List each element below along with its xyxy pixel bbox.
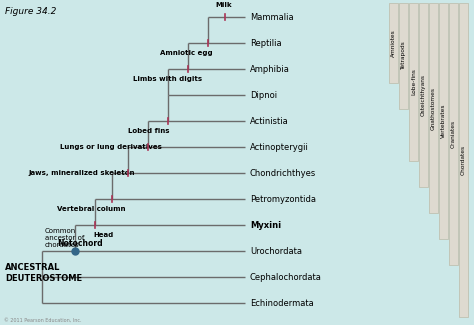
Text: Myxini: Myxini xyxy=(250,220,281,229)
Text: Actinistia: Actinistia xyxy=(250,116,289,125)
Text: Head: Head xyxy=(93,232,113,238)
Text: Vertebrates: Vertebrates xyxy=(441,104,446,138)
Text: Vertebral column: Vertebral column xyxy=(57,206,126,212)
Text: © 2011 Pearson Education, Inc.: © 2011 Pearson Education, Inc. xyxy=(4,318,82,323)
Bar xyxy=(409,3,418,161)
Text: Echinodermata: Echinodermata xyxy=(250,298,314,307)
Text: ANCESTRAL
DEUTEROSTOME: ANCESTRAL DEUTEROSTOME xyxy=(5,263,82,283)
Text: Lobed fins: Lobed fins xyxy=(128,128,170,134)
Text: Mammalia: Mammalia xyxy=(250,12,293,21)
Text: Amniotes: Amniotes xyxy=(391,29,396,57)
Text: Milk: Milk xyxy=(215,2,232,8)
Text: Amniotic egg: Amniotic egg xyxy=(160,50,213,56)
Text: Jaws, mineralized skeleton: Jaws, mineralized skeleton xyxy=(28,170,135,176)
Text: Actinopterygii: Actinopterygii xyxy=(250,142,309,151)
Bar xyxy=(419,3,428,187)
Text: Notochord: Notochord xyxy=(57,239,103,248)
Text: Cephalochordata: Cephalochordata xyxy=(250,272,322,281)
Text: Lobe-fins: Lobe-fins xyxy=(411,69,416,96)
Text: Figure 34.2: Figure 34.2 xyxy=(5,7,56,16)
Bar xyxy=(449,3,458,265)
Text: Common
ancestor of
chordates: Common ancestor of chordates xyxy=(45,228,84,248)
Text: Craniates: Craniates xyxy=(451,120,456,148)
Text: Gnathostomes: Gnathostomes xyxy=(431,86,436,129)
Text: Urochordata: Urochordata xyxy=(250,246,302,255)
Bar xyxy=(389,3,398,83)
Bar xyxy=(429,3,438,213)
Text: Tetrapods: Tetrapods xyxy=(401,42,406,71)
Bar xyxy=(439,3,448,239)
Text: Limbs with digits: Limbs with digits xyxy=(133,76,202,82)
Text: Petromyzontida: Petromyzontida xyxy=(250,194,316,203)
Text: Chordates: Chordates xyxy=(461,145,466,175)
Text: Amphibia: Amphibia xyxy=(250,64,290,73)
Bar xyxy=(399,3,408,109)
Text: Reptilia: Reptilia xyxy=(250,38,282,47)
Text: Lungs or lung derivatives: Lungs or lung derivatives xyxy=(60,144,162,150)
Text: Chondrichthyes: Chondrichthyes xyxy=(250,168,316,177)
Text: Dipnoi: Dipnoi xyxy=(250,90,277,99)
Bar xyxy=(459,3,468,317)
Text: Osteichthyans: Osteichthyans xyxy=(421,74,426,116)
